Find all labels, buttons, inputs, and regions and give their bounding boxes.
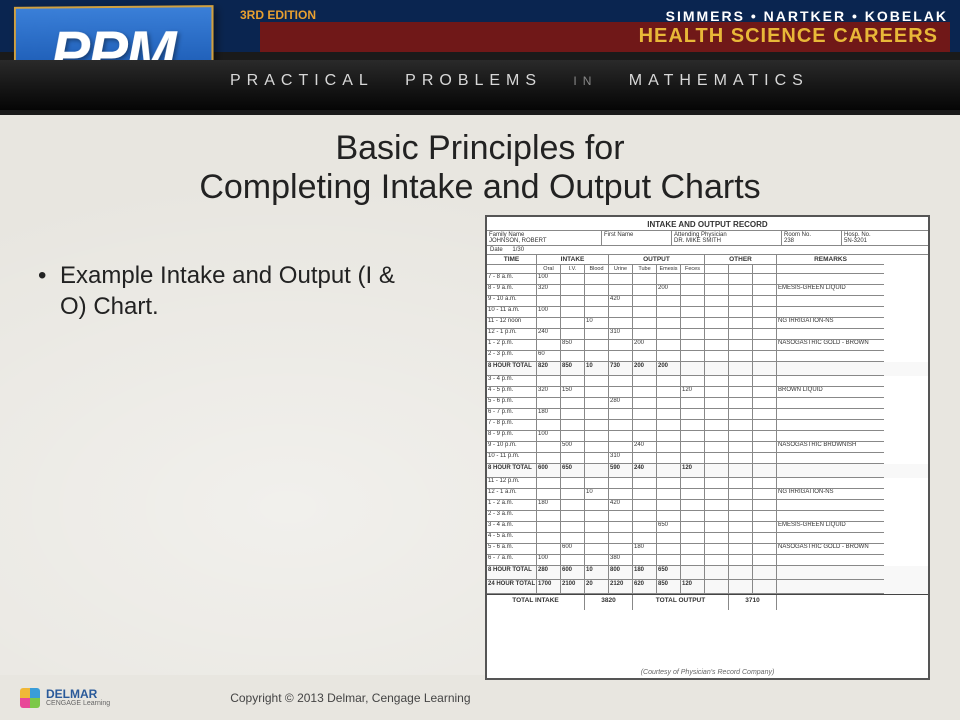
table-row: 3 - 4 a.m.650EMESIS-GREEN LIQUID bbox=[487, 522, 928, 533]
series-title: HEALTH SCIENCE CAREERS bbox=[260, 22, 950, 52]
table-row: 5 - 6 a.m.600180NASOGASTRIC GOLD - BROWN bbox=[487, 544, 928, 555]
slide-title: Basic Principles for Completing Intake a… bbox=[0, 115, 960, 207]
table-row: 10 - 11 p.m.310 bbox=[487, 453, 928, 464]
sh-iv: I.V. bbox=[561, 265, 585, 274]
table-row: 12 - 1 a.m.10NG IRRIGATION-NS bbox=[487, 489, 928, 500]
table-row: 3 - 4 p.m. bbox=[487, 376, 928, 387]
hdr-time: TIME bbox=[487, 255, 537, 265]
sh-oral: Oral bbox=[537, 265, 561, 274]
bullet-point: Example Intake and Output (I & O) Chart. bbox=[60, 260, 400, 322]
table-row: 24 HOUR TOTAL17002100202120620850120 bbox=[487, 580, 928, 594]
sh-blood: Blood bbox=[585, 265, 609, 274]
title-line1: Basic Principles for bbox=[335, 129, 624, 167]
table-row: 7 - 8 p.m. bbox=[487, 420, 928, 431]
data-rows: 7 - 8 a.m.1008 - 9 a.m.320200EMESIS-GREE… bbox=[487, 274, 928, 594]
chart-title: INTAKE AND OUTPUT RECORD bbox=[487, 217, 928, 230]
date-row: Date 1/30 bbox=[487, 246, 928, 255]
io-chart: INTAKE AND OUTPUT RECORD Family Name JOH… bbox=[485, 215, 930, 680]
brand-sub: CENGAGE Learning bbox=[46, 700, 110, 707]
phys-val: DR. MIKE SMITH bbox=[674, 238, 721, 244]
table-row: 11 - 12 p.m. bbox=[487, 478, 928, 489]
table-row: 1 - 2 a.m.180420 bbox=[487, 500, 928, 511]
hdr-intake: INTAKE bbox=[537, 255, 609, 265]
first-label: First Name bbox=[604, 232, 633, 238]
table-row: 8 HOUR TOTAL82085010730200200 bbox=[487, 362, 928, 376]
table-row: 9 - 10 a.m.420 bbox=[487, 296, 928, 307]
brand-name: DELMAR bbox=[46, 687, 97, 701]
hdr-remarks: REMARKS bbox=[777, 255, 884, 265]
table-row: 9 - 10 p.m.500240NASOGASTRIC BROWNISH bbox=[487, 442, 928, 453]
sub-headers: Oral I.V. Blood Urine Tube Emesis Feces bbox=[487, 265, 928, 274]
textbook-banner: PPM 3RD EDITION SIMMERS • NARTKER • KOBE… bbox=[0, 0, 960, 115]
sh-feces: Feces bbox=[681, 265, 705, 274]
table-row: 11 - 12 noon10NG IRRIGATION-NS bbox=[487, 318, 928, 329]
room-val: 238 bbox=[784, 238, 794, 244]
subtitle-bar: PRACTICAL PROBLEMS IN MATHEMATICS bbox=[0, 60, 960, 110]
table-row: 7 - 8 a.m.100 bbox=[487, 274, 928, 285]
delmar-brand: DELMAR CENGAGE Learning bbox=[20, 688, 110, 708]
copyright: Copyright © 2013 Delmar, Cengage Learnin… bbox=[230, 691, 470, 705]
hosp-val: 5N-3201 bbox=[844, 238, 867, 244]
table-row: 12 - 1 p.m.240310 bbox=[487, 329, 928, 340]
table-row: 8 - 9 p.m.100 bbox=[487, 431, 928, 442]
slide-content: Basic Principles for Completing Intake a… bbox=[0, 115, 960, 675]
table-row: 4 - 5 p.m.320150120BROWN LIQUID bbox=[487, 387, 928, 398]
sh-urine: Urine bbox=[609, 265, 633, 274]
table-row: 8 - 9 a.m.320200EMESIS-GREEN LIQUID bbox=[487, 285, 928, 296]
sh-tube: Tube bbox=[633, 265, 657, 274]
gi-label: TOTAL INTAKE bbox=[487, 595, 585, 610]
delmar-logo-icon bbox=[20, 688, 40, 708]
table-row: 8 HOUR TOTAL600650590240120 bbox=[487, 464, 928, 478]
footer: DELMAR CENGAGE Learning Copyright © 2013… bbox=[0, 675, 960, 720]
title-line2: Completing Intake and Output Charts bbox=[199, 168, 760, 206]
gi-val: 3820 bbox=[585, 595, 633, 610]
table-row: 6 - 7 p.m.180 bbox=[487, 409, 928, 420]
table-row: 4 - 5 a.m. bbox=[487, 533, 928, 544]
subtitle-word: MATHEMATICS bbox=[629, 72, 809, 89]
table-row: 10 - 11 a.m.100 bbox=[487, 307, 928, 318]
sh-emesis: Emesis bbox=[657, 265, 681, 274]
family-val: JOHNSON, ROBERT bbox=[489, 238, 547, 244]
table-row: 2 - 3 a.m. bbox=[487, 511, 928, 522]
date-label: Date bbox=[490, 247, 503, 253]
table-row: 8 HOUR TOTAL28060010800180650 bbox=[487, 566, 928, 580]
subtitle-word: IN bbox=[573, 74, 597, 88]
grand-total: TOTAL INTAKE 3820 TOTAL OUTPUT 3710 bbox=[487, 594, 928, 610]
go-label: TOTAL OUTPUT bbox=[633, 595, 729, 610]
hdr-other: OTHER bbox=[705, 255, 777, 265]
date-val: 1/30 bbox=[512, 247, 524, 253]
table-row: 2 - 3 p.m.60 bbox=[487, 351, 928, 362]
subtitle-word: PRACTICAL bbox=[230, 72, 374, 89]
edition-label: 3RD EDITION bbox=[240, 8, 316, 22]
table-row: 6 - 7 a.m.100380 bbox=[487, 555, 928, 566]
subtitle-word: PROBLEMS bbox=[405, 72, 542, 89]
section-headers: TIME INTAKE OUTPUT OTHER REMARKS bbox=[487, 255, 928, 265]
go-val: 3710 bbox=[729, 595, 777, 610]
hdr-output: OUTPUT bbox=[609, 255, 705, 265]
chart-header: Family Name JOHNSON, ROBERT First Name A… bbox=[487, 230, 928, 246]
table-row: 5 - 6 p.m.280 bbox=[487, 398, 928, 409]
table-row: 1 - 2 p.m.850200NASOGASTRIC GOLD - BROWN bbox=[487, 340, 928, 351]
